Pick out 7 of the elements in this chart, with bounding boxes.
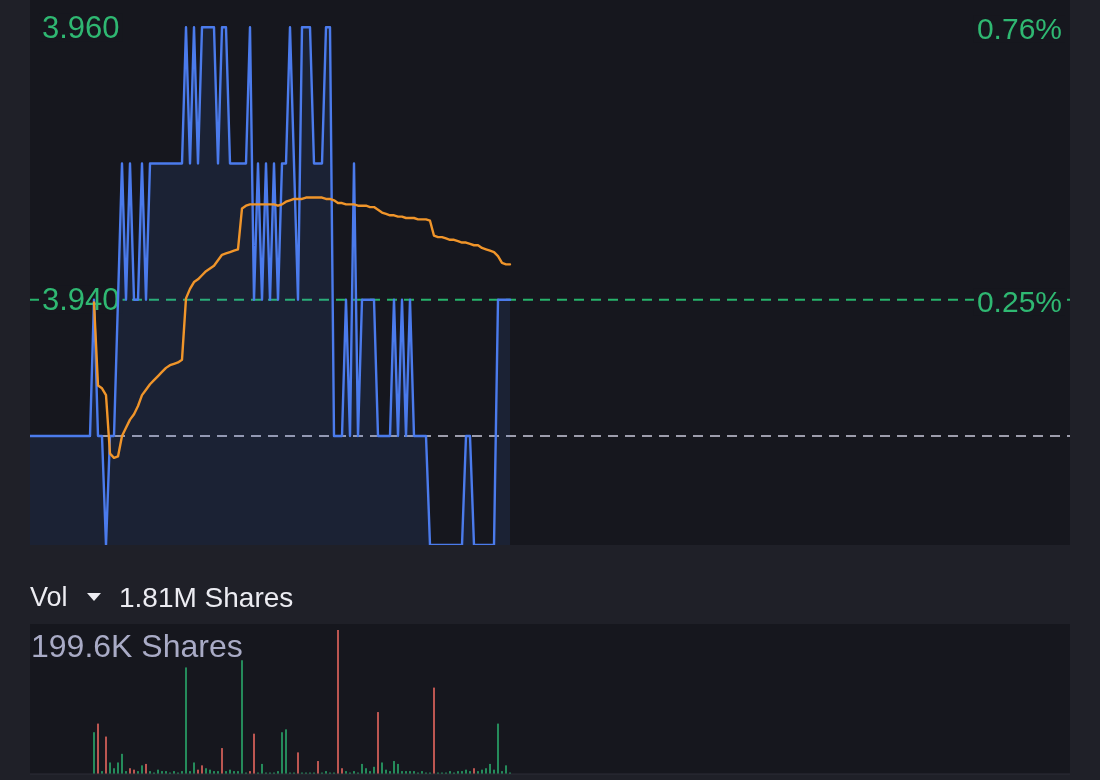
annotation: 199.6K Shares (31, 628, 243, 664)
y-tick-label: 3.960 (42, 9, 120, 45)
chart-title: Vol (30, 582, 68, 612)
y2-tick-label: 0.76% (976, 12, 1062, 46)
y2-tick-label: 0.25% (976, 285, 1062, 319)
y-tick-label: 3.940 (42, 282, 120, 318)
text: 1.81M Shares (119, 581, 294, 613)
